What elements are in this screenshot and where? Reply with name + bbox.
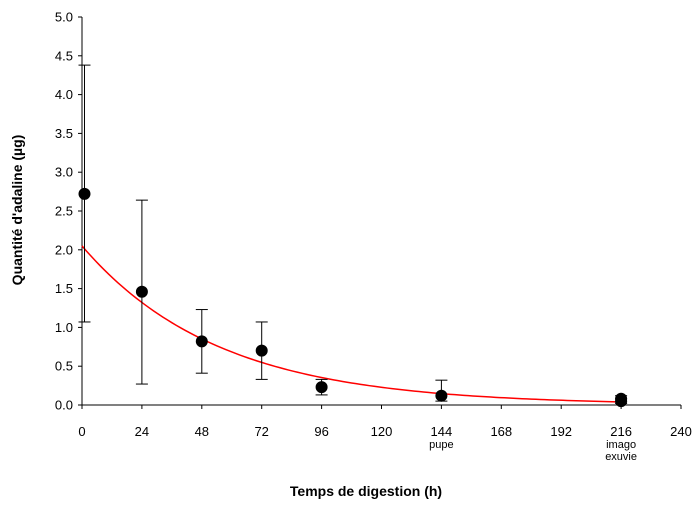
y-tick-label: 2.0 <box>55 242 73 257</box>
annotation-label: imago <box>606 439 636 451</box>
x-tick-label: 48 <box>195 424 209 439</box>
y-tick-label: 3.0 <box>55 165 73 180</box>
x-tick-label: 216 <box>610 424 632 439</box>
x-tick-label: 72 <box>254 424 268 439</box>
error-bars <box>78 64 628 404</box>
ticks: 0.0 0.5 1.0 1.5 2.0 2.5 3.0 3.5 4.0 4.5 5.0 0 24 48 72… <box>55 10 692 440</box>
y-tick-label: 0.0 <box>55 398 73 413</box>
y-tick-label: 1.0 <box>55 320 73 335</box>
annotation-label: pupe <box>429 439 453 451</box>
labels: Temps de digestion (h) Quantité d'adalin… <box>9 135 637 499</box>
fit-curve-layer <box>81 245 622 403</box>
y-tick-label: 5.0 <box>55 10 73 25</box>
y-tick-label: 0.5 <box>55 359 73 374</box>
x-tick-label: 192 <box>550 424 572 439</box>
data-point <box>315 381 328 394</box>
data-point <box>195 335 208 348</box>
x-tick-label: 240 <box>670 424 692 439</box>
data-point <box>78 187 91 200</box>
x-tick-label: 120 <box>371 424 393 439</box>
x-tick-label: 0 <box>78 424 85 439</box>
y-tick-label: 2.5 <box>55 204 73 219</box>
fit-curve <box>81 245 622 403</box>
y-axis-title: Quantité d'adaline (µg) <box>9 135 25 286</box>
data-point <box>435 389 448 402</box>
y-tick-label: 4.5 <box>55 48 73 63</box>
axes <box>81 17 681 406</box>
y-tick-label: 1.5 <box>55 281 73 296</box>
annotation-label: exuvie <box>605 451 637 463</box>
x-tick-label: 24 <box>135 424 149 439</box>
data-point <box>255 344 268 357</box>
y-tick-label: 3.5 <box>55 126 73 141</box>
data-points <box>78 187 628 408</box>
x-tick-label: 168 <box>490 424 512 439</box>
x-tick-label: 144 <box>431 424 453 439</box>
x-tick-label: 96 <box>314 424 328 439</box>
y-tick-label: 4.0 <box>55 87 73 102</box>
data-point <box>615 395 628 408</box>
data-point <box>135 285 148 298</box>
x-axis-title: Temps de digestion (h) <box>290 483 442 499</box>
